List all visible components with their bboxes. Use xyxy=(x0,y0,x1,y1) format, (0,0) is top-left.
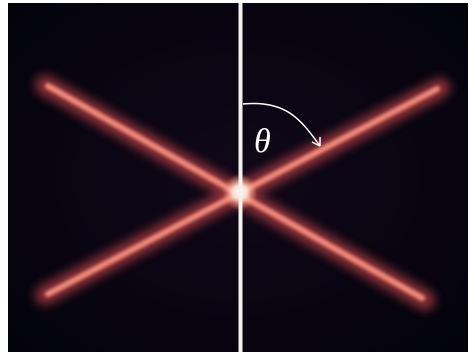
angle-label: θ xyxy=(254,123,271,160)
page: θ (() => { const data = JSON.parse(docum… xyxy=(0,0,475,352)
photo: θ xyxy=(0,0,475,352)
vertical-line xyxy=(239,3,243,352)
